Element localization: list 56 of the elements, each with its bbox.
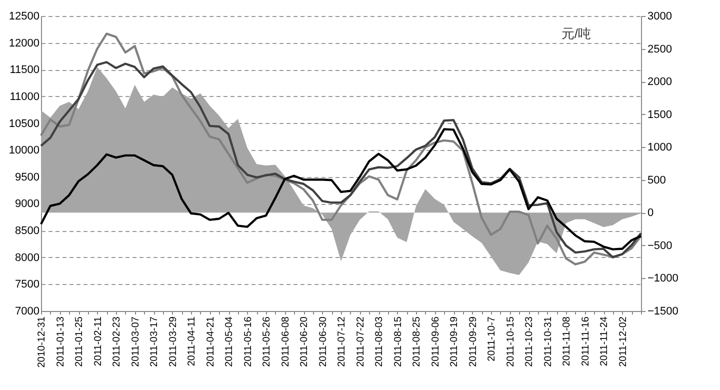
y-tick-label: 10500: [8, 118, 40, 130]
y2-tick-label: −1500: [648, 306, 678, 318]
x-tick-label: 2011-03-07: [130, 316, 142, 367]
y-tick-label: 8500: [15, 225, 40, 238]
y2-tick-label: 2000: [648, 76, 672, 88]
y-tick-label: 9000: [15, 198, 40, 210]
x-tick-label: 2011-10-15: [505, 316, 516, 367]
y2-tick-label: −500: [648, 240, 672, 252]
y2-tick-label: 3000: [648, 10, 672, 22]
y2-tick-label: 2500: [648, 43, 672, 56]
x-tick-label: 2010-12-31: [36, 316, 48, 368]
x-tick-label: 2011-12-02: [618, 316, 629, 367]
y-tick-label: 12500: [8, 10, 40, 22]
x-tick-label: 2011-09-19: [449, 316, 460, 367]
x-tick-label: 2011-04-21: [205, 316, 216, 367]
x-tick-label: 2011-08-25: [412, 316, 422, 367]
y-tick-label: 11500: [10, 64, 40, 76]
x-tick-label: 2011-08-03: [374, 316, 385, 367]
x-tick-label: 2011-07-12: [336, 316, 348, 367]
y-tick-label: 7500: [15, 278, 40, 291]
y-tick-label: 8000: [15, 252, 40, 264]
x-tick-label: 2011-06-08: [280, 316, 292, 367]
y2-tick-label: 1000: [648, 142, 672, 154]
x-tick-label: 2011-05-16: [242, 316, 254, 367]
x-tick-label: 2011-10-23: [524, 316, 535, 367]
x-tick-label: 2011-02-23: [112, 316, 122, 367]
x-tick-label: 2011-05-04: [224, 316, 235, 367]
x-tick-label: 2011-10-31: [542, 316, 554, 367]
y2-tick-label: −1000: [648, 272, 678, 285]
x-tick-label: 2011-02-11: [92, 316, 104, 366]
x-tick-label: 2011-05-26: [262, 316, 272, 367]
y2-tick-label: 500: [648, 174, 666, 186]
y2-tick-label: 1500: [648, 108, 672, 121]
x-tick-label: 2011-06-20: [299, 316, 310, 367]
line-series: [40, 128, 642, 250]
x-tick-label: 2011-09-29: [468, 316, 479, 367]
x-tick-label: 2011-01-25: [74, 316, 85, 367]
x-tick-label: 2011-10-7: [486, 316, 498, 362]
x-tick-label: 2011-04-11: [186, 316, 198, 366]
x-tick-label: 2011-11-08: [562, 316, 572, 366]
y-tick-label: 9500: [15, 171, 40, 184]
x-tick-label: 2011-03-17: [149, 316, 160, 367]
y-tick-label: 12000: [8, 37, 40, 50]
x-tick-label: 2011-07-22: [355, 316, 366, 367]
x-tick-label: 2011-09-06: [430, 316, 442, 367]
y-tick-label: 10000: [8, 144, 40, 157]
x-tick-label: 2011-01-13: [55, 316, 66, 367]
x-tick-label: 2011-08-15: [392, 316, 404, 367]
annotation: 元/吨: [561, 26, 591, 41]
y2-tick-label: 0: [648, 207, 654, 220]
x-tick-label: 2011-11-16: [580, 316, 592, 366]
y-tick-label: 11000: [10, 90, 40, 103]
x-tick-label: 2011-06-30: [318, 316, 329, 367]
x-tick-label: 2011-11-24: [599, 316, 610, 366]
x-tick-label: 2011-03-29: [168, 316, 179, 367]
y-tick-label: 7000: [15, 306, 40, 318]
